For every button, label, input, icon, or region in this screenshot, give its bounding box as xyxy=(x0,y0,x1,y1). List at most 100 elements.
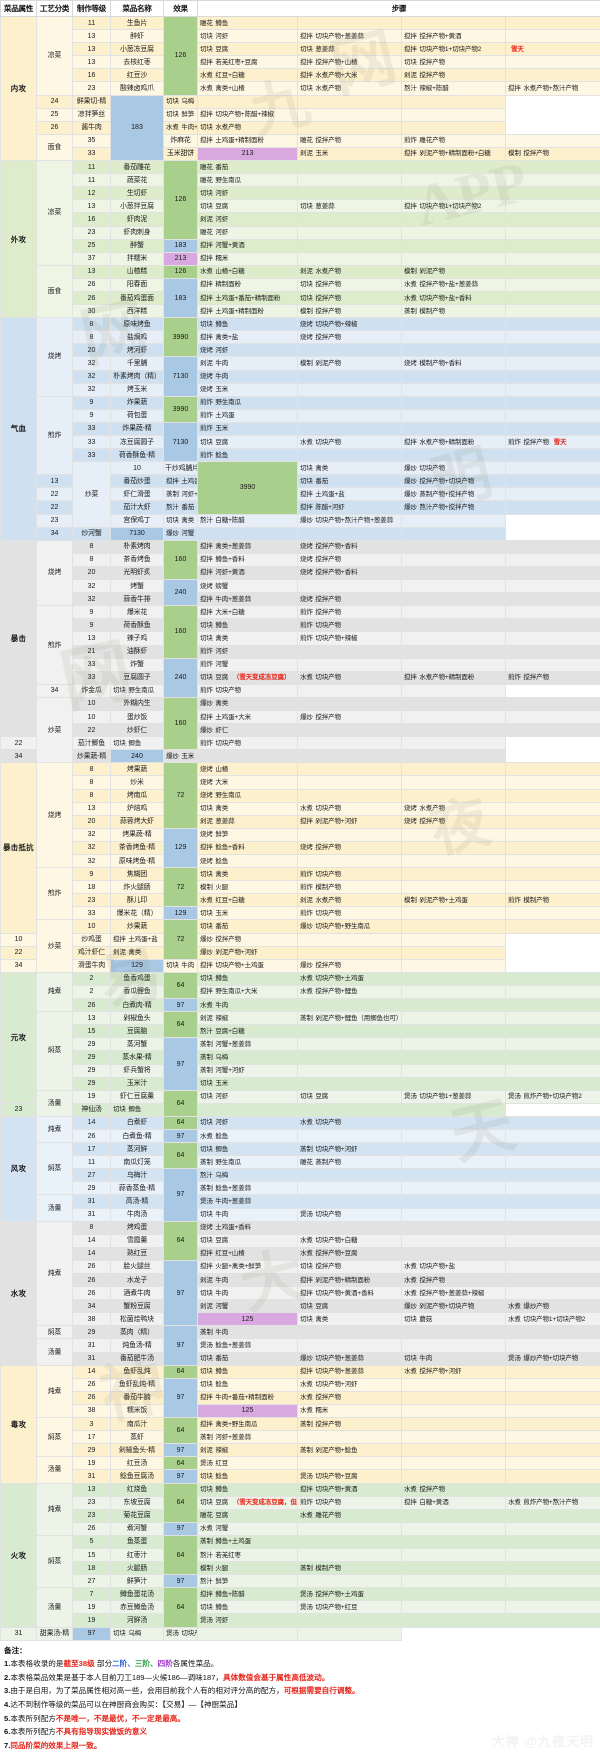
step-cell xyxy=(402,985,506,998)
header-steps: 步骤 xyxy=(198,1,600,17)
step-cell: 搅拌搅拌产物+山楂 xyxy=(298,56,402,69)
step-cell: 搅拌剁泥产物+精制面粉+白糖 xyxy=(402,147,506,160)
step-cell: 搅拌牛肉+葱姜蒜 xyxy=(198,593,298,606)
step-cell: 蒸制乌梅 xyxy=(198,1051,298,1064)
step-cell: 搅拌禽类+盐 xyxy=(198,331,298,344)
effect-cell: 125 xyxy=(198,1404,298,1417)
step-cell: 水煮雕花产物 xyxy=(298,1509,402,1522)
step-cell: 切块禽类 xyxy=(198,802,298,815)
step-cell xyxy=(402,527,506,540)
step-cell xyxy=(402,1247,506,1260)
step-cell xyxy=(298,1627,402,1640)
step-cell xyxy=(402,1548,506,1561)
level-cell: 8 xyxy=(73,540,111,553)
step-cell: 蒸制河蟹+葱姜蒜 xyxy=(198,1038,298,1051)
step-cell xyxy=(298,1522,402,1535)
dish-name-cell: 炸蟹 xyxy=(111,658,164,671)
step-cell: 爆炒玉米 xyxy=(164,750,198,763)
dish-name-cell: 番茄雕花 xyxy=(111,161,164,174)
level-cell: 22 xyxy=(1,737,37,750)
step-cell: 烧烤土鸡蛋+香料 xyxy=(198,1221,298,1234)
step-cell: 煎炸切块产物 xyxy=(198,737,298,750)
effect-cell: 72 xyxy=(164,763,198,828)
dish-name-cell: 白煮鱼-精 xyxy=(111,1129,164,1142)
step-cell xyxy=(506,802,600,815)
step-cell xyxy=(506,1326,600,1339)
step-cell xyxy=(506,1339,600,1352)
step-cell xyxy=(298,1535,402,1548)
step-cell: 蒸制搅拌产物 xyxy=(298,1418,402,1431)
step-cell: 搅拌切块产物+黄酒+香料 xyxy=(298,1287,402,1300)
step-cell: 搅拌土鸡蛋+精制面粉 xyxy=(198,305,298,318)
step-cell: 剁泥禽类 xyxy=(111,946,164,959)
level-cell: 8 xyxy=(73,763,111,776)
note-line: 3.由于是自用，为了菜品属性相对高一些，会用目前我个人有的相对评分高的配方，可根… xyxy=(4,1684,596,1698)
step-cell xyxy=(506,1601,600,1614)
level-cell: 30 xyxy=(73,305,111,318)
dish-name-cell: 朴素烤肉（精） xyxy=(111,370,164,383)
step-cell: 爆炒搅拌产物 xyxy=(298,959,402,972)
dish-name-cell: 炒河蟹 xyxy=(73,527,111,540)
step-cell xyxy=(402,1509,506,1522)
level-cell: 13 xyxy=(73,802,111,815)
level-cell: 23 xyxy=(73,1496,111,1509)
effect-cell: 97 xyxy=(164,1129,198,1142)
step-cell: 煎炸切块产物 xyxy=(298,907,402,920)
step-cell xyxy=(298,1326,402,1339)
step-cell: 水煮搅拌产物+鲤鱼 xyxy=(298,985,402,998)
level-cell: 13 xyxy=(73,265,111,278)
step-cell xyxy=(402,881,506,894)
level-cell: 23 xyxy=(73,1509,111,1522)
effect-cell: 183 xyxy=(164,278,198,317)
step-cell xyxy=(506,1470,600,1483)
step-cell: 熬汁豆腐+白糖 xyxy=(198,1025,298,1038)
dish-name-cell: 蔬菜花 xyxy=(111,174,164,187)
step-cell xyxy=(506,56,600,69)
step-cell: 搅拌切块产物+葱姜蒜 xyxy=(298,1365,402,1378)
step-cell: 剁泥水煮产物 xyxy=(298,265,402,278)
step-cell xyxy=(506,30,600,43)
dish-name-cell: 鱼虾乱炖-精 xyxy=(111,1378,164,1391)
step-cell xyxy=(402,1404,506,1417)
dish-name-cell: 冻豆腐圆子 xyxy=(111,436,164,449)
effect-cell: 240 xyxy=(164,658,198,697)
dish-name-cell: 烤河虾 xyxy=(111,344,164,357)
effect-cell: 97 xyxy=(164,1260,198,1325)
step-cell: 雕花河虾 xyxy=(198,226,298,239)
level-cell: 34 xyxy=(37,684,73,697)
step-cell: 煎炸玉米 xyxy=(198,422,298,435)
level-cell: 20 xyxy=(73,815,111,828)
step-cell xyxy=(402,514,506,527)
step-cell xyxy=(506,868,600,881)
step-cell xyxy=(506,357,600,370)
step-cell: 搅拌禽类+葱姜蒜 xyxy=(198,540,298,553)
step-cell: 水煮切块产物+河虾 xyxy=(298,1378,402,1391)
step-cell: 蒸制河虾+葱姜蒜 xyxy=(198,1431,298,1444)
step-cell: 水煮禽类+山楂 xyxy=(198,82,298,95)
dish-name-cell: 虾仁滑蛋 xyxy=(111,488,164,501)
step-cell: 切块禽类 xyxy=(198,868,298,881)
step-cell xyxy=(506,645,600,658)
step-cell: 烧烤螃蟹 xyxy=(198,580,298,593)
level-cell: 29 xyxy=(73,1077,111,1090)
level-cell: 33 xyxy=(73,147,111,160)
step-cell xyxy=(198,1103,298,1116)
level-cell: 26 xyxy=(73,1260,111,1273)
dish-name-cell: 红枣汁 xyxy=(111,1548,164,1561)
step-cell xyxy=(506,593,600,606)
